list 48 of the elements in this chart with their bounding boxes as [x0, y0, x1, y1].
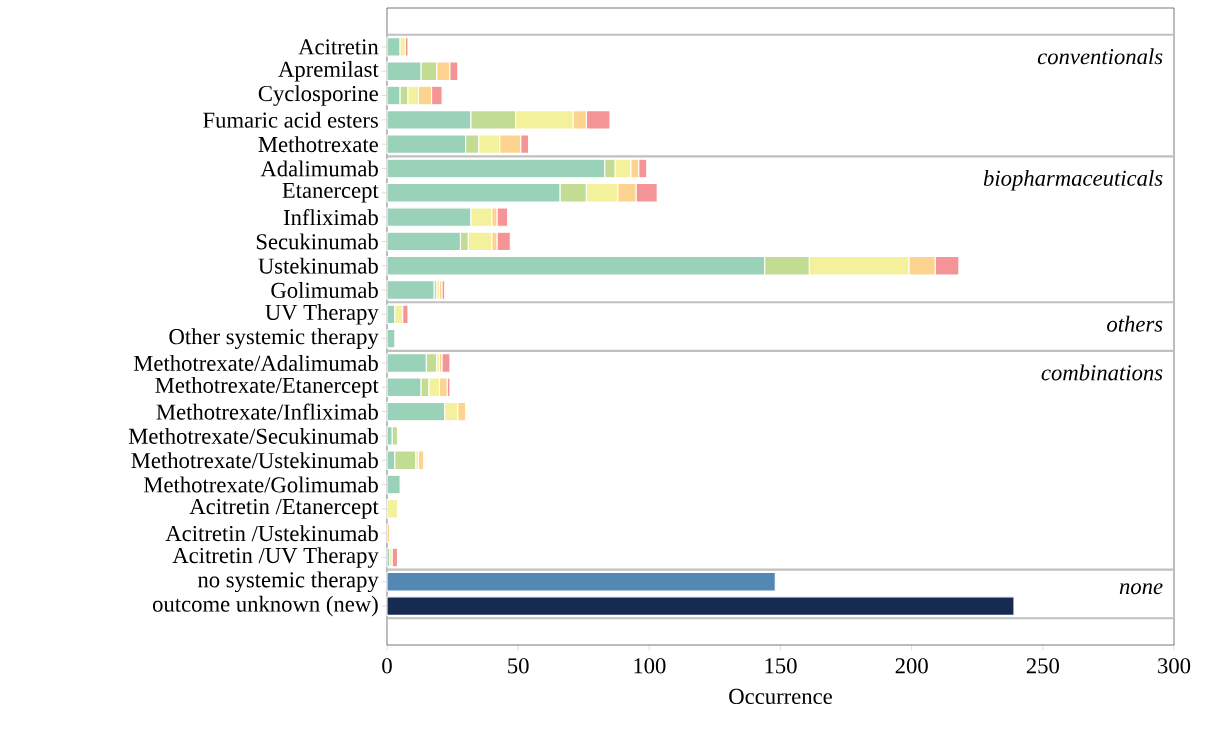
y-tick-label: Etanercept [282, 182, 379, 203]
y-tick-label: Fumaric acid esters [203, 111, 378, 128]
y-tick-label: Apremilast [278, 60, 379, 82]
bar [386, 499, 399, 519]
x-tick-label: 200 [895, 658, 928, 674]
y-tick-label: Adalimumab [260, 160, 378, 177]
bar [386, 474, 401, 495]
y-tick-label: Other systemic therapy [169, 328, 379, 349]
annotation: others [1107, 315, 1163, 332]
y-tick-label: Acitretin [298, 39, 379, 55]
y-tick-label: Ustekinumab [258, 257, 378, 274]
annotation: combinations [1041, 364, 1163, 381]
y-tick-label: Secukinumab [256, 233, 378, 250]
bar [386, 280, 435, 300]
y-tick-label: Methotrexate/Golimumab [143, 476, 378, 493]
bar [386, 328, 396, 349]
annotation: conventionals [1037, 48, 1163, 65]
y-tick-label: Methotrexate/Infliximab [156, 403, 378, 420]
x-tick-label: 150 [765, 658, 797, 674]
y-tick-label: Methotrexate [258, 136, 378, 153]
y-tick-label: no systemic therapy [197, 571, 379, 593]
annotation: biopharmaceuticals [983, 169, 1163, 191]
x-tick-label: 50 [508, 658, 529, 674]
y-tick-label: Infliximab [283, 209, 378, 226]
y-tick-label: Cyclosporine [258, 85, 378, 106]
y-tick-label: Methotrexate/Secukinumab [128, 427, 378, 444]
y-tick-label: Methotrexate/Etanercept [155, 377, 379, 398]
y-tick-label: Methotrexate/Ustekinumab [131, 452, 378, 469]
x-axis-title: Occurrence [729, 688, 832, 705]
bar [441, 353, 451, 373]
x-tick-label: 300 [1158, 658, 1191, 674]
y-tick-label: Acitretin /Ustekinumab [165, 525, 378, 542]
y-tick-label: Acitretin /Etanercept [189, 498, 379, 519]
y-tick-label: UV Therapy [265, 304, 379, 325]
x-tick-label: 0 [382, 658, 392, 674]
y-tick-label: Golimumab [271, 282, 378, 299]
y-tick-label: outcome unknown (new) [152, 595, 378, 617]
bar [417, 450, 425, 471]
bar [386, 37, 401, 57]
bar [391, 547, 399, 568]
bar [386, 572, 776, 592]
annotation: none [1119, 583, 1163, 595]
x-tick-label: 100 [634, 658, 666, 674]
x-tick-label: 250 [1026, 658, 1059, 674]
bar [386, 523, 391, 543]
bar [386, 596, 1015, 616]
y-tick-label: Acitretin /UV Therapy [172, 547, 379, 568]
y-tick-label: Methotrexate/Adalimumab [133, 355, 378, 371]
